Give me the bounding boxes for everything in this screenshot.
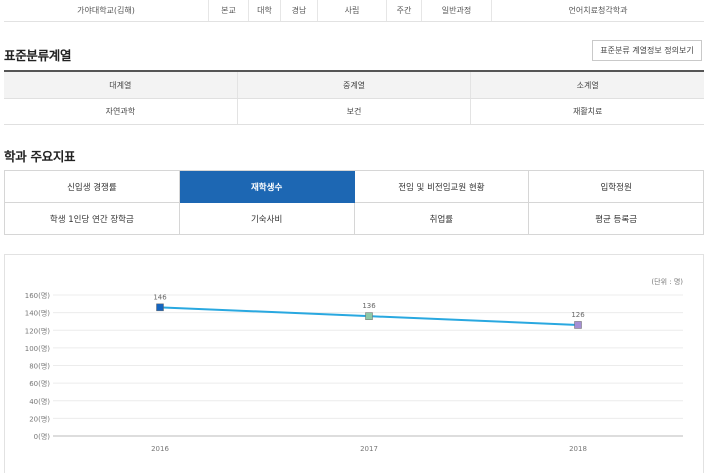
establishment-cell: 사립 xyxy=(318,0,387,21)
major-category-value: 자연과학 xyxy=(4,99,238,124)
data-point-marker xyxy=(365,312,373,320)
data-point-marker xyxy=(574,321,582,329)
tab-faculty-status[interactable]: 전임 및 비전임교원 현황 xyxy=(354,171,530,203)
y-tick-label: 140(명) xyxy=(25,309,51,318)
tab-scholarship-per-student[interactable]: 학생 1인당 연간 장학금 xyxy=(5,203,180,235)
tab-enrolled-students[interactable]: 재학생수 xyxy=(179,171,355,203)
campus-cell: 본교 xyxy=(209,0,249,21)
chart-panel: (단위 : 명) 0(명) 20(명) 40(명) 60(명) 80(명) 100(명) 1… xyxy=(4,254,704,473)
course-cell: 일반과정 xyxy=(422,0,492,21)
x-tick-label: 2018 xyxy=(569,445,587,453)
region-cell: 경남 xyxy=(281,0,318,21)
tab-freshman-competition[interactable]: 신입생 경쟁률 xyxy=(5,171,180,203)
indicator-tabs: 신입생 경쟁률 재학생수 전임 및 비전임교원 현황 입학정원 학생 1인당 연… xyxy=(4,170,704,235)
classification-header-row: 대계열 중계열 소계열 xyxy=(4,72,704,99)
classification-info-button[interactable]: 표준분류 계열정보 정의보기 xyxy=(592,40,702,61)
day-night-cell: 주간 xyxy=(387,0,422,21)
indicators-title: 학과 주요지표 xyxy=(4,149,76,164)
tab-dormitory-fee[interactable]: 기숙사비 xyxy=(179,203,355,235)
data-label: 126 xyxy=(571,311,585,319)
x-tick-label: 2017 xyxy=(360,445,378,453)
unit-label: (단위 : 명) xyxy=(651,278,683,286)
y-tick-label: 80(명) xyxy=(29,362,50,371)
school-name-cell: 가야대학교(김해) xyxy=(4,0,209,21)
line-chart: 0(명) 20(명) 40(명) 60(명) 80(명) 100(명) 120(명) 140(… xyxy=(25,291,683,453)
middle-category-header: 중계열 xyxy=(238,72,472,98)
school-type-cell: 대학 xyxy=(249,0,281,21)
y-tick-label: 0(명) xyxy=(34,432,51,441)
minor-category-header: 소계열 xyxy=(576,80,599,90)
y-tick-label: 100(명) xyxy=(25,344,51,353)
department-cell: 언어치료청각학과 xyxy=(568,6,628,15)
x-tick-label: 2016 xyxy=(151,445,169,453)
school-info-row: 가야대학교(김해) 본교 대학 경남 사립 주간 일반과정 언어치료청각학과 xyxy=(4,0,704,22)
y-tick-label: 20(명) xyxy=(29,414,50,423)
data-label: 136 xyxy=(362,302,376,310)
y-tick-label: 60(명) xyxy=(29,379,50,388)
y-tick-label: 160(명) xyxy=(25,291,51,300)
tab-average-tuition[interactable]: 평균 등록금 xyxy=(529,203,704,235)
y-tick-label: 120(명) xyxy=(25,326,51,335)
standard-classification-title: 표준분류계열 xyxy=(4,48,72,63)
minor-category-value: 재활치료 xyxy=(572,107,603,116)
data-point-marker xyxy=(156,303,164,312)
data-label: 146 xyxy=(153,293,167,301)
classification-value-row: 자연과학 보건 재활치료 xyxy=(4,99,704,125)
major-category-header: 대계열 xyxy=(4,72,238,98)
tab-admission-quota[interactable]: 입학정원 xyxy=(529,171,704,203)
y-tick-label: 40(명) xyxy=(29,397,50,406)
tab-employment-rate[interactable]: 취업률 xyxy=(354,203,530,235)
middle-category-value: 보건 xyxy=(238,99,472,124)
classification-table: 대계열 중계열 소계열 자연과학 보건 재활치료 xyxy=(4,70,704,125)
